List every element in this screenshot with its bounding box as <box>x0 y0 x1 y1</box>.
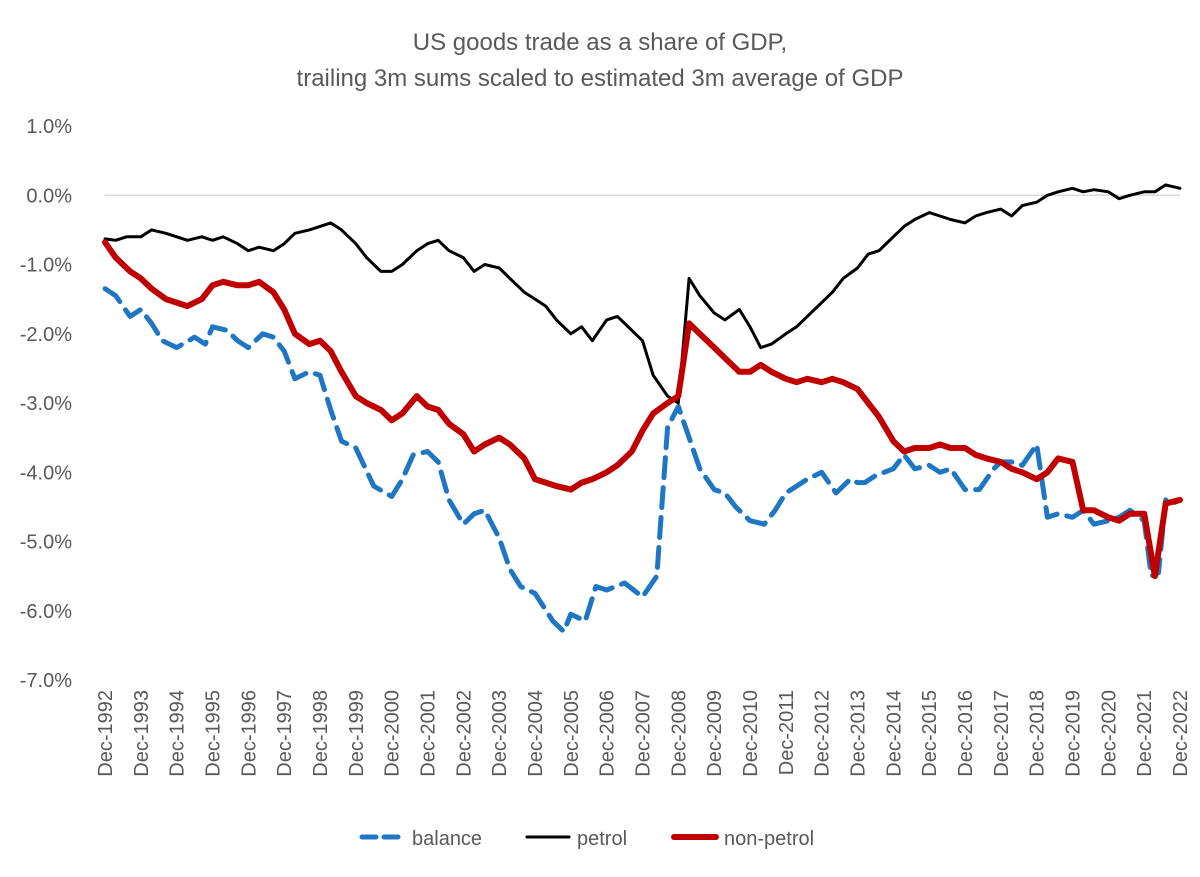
series-lines <box>102 183 1183 634</box>
x-tick-label: Dec-1994 <box>167 690 189 777</box>
legend-label-non-petrol: non-petrol <box>724 828 814 850</box>
x-tick-label: Dec-2001 <box>418 690 440 777</box>
y-tick-label: -2.0% <box>20 324 72 346</box>
chart-title-line-2: trailing 3m sums scaled to estimated 3m … <box>297 65 904 92</box>
y-tick-label: 0.0% <box>26 185 72 207</box>
x-tick-label: Dec-2019 <box>1063 690 1085 777</box>
x-tick-label: Dec-2011 <box>776 690 798 775</box>
x-tick-label: Dec-2013 <box>848 690 870 777</box>
legend: balance petrol non-petrol <box>359 828 814 850</box>
x-tick-label: Dec-2020 <box>1098 690 1120 777</box>
series-line-balance <box>102 286 1183 634</box>
x-tick-label: Dec-2021 <box>1134 690 1156 777</box>
chart-title-line-1: US goods trade as a share of GDP, <box>413 29 787 56</box>
y-tick-label: -7.0% <box>20 670 72 692</box>
legend-label-balance: balance <box>412 828 482 850</box>
x-tick-label: Dec-2007 <box>633 690 655 777</box>
x-tick-label: Dec-2014 <box>883 690 905 777</box>
x-tick-label: Dec-1993 <box>131 690 153 777</box>
legend-label-petrol: petrol <box>577 828 627 850</box>
x-tick-label: Dec-2006 <box>597 690 619 777</box>
x-tick-label: Dec-2022 <box>1170 690 1192 777</box>
x-tick-label: Dec-2000 <box>382 690 404 777</box>
x-tick-label: Dec-1998 <box>310 690 332 777</box>
y-tick-label: -5.0% <box>20 532 72 554</box>
x-tick-label: Dec-2015 <box>919 690 941 777</box>
x-tick-label: Dec-2004 <box>525 690 547 777</box>
series-line-petrol <box>103 183 1182 405</box>
y-tick-label: 1.0% <box>26 116 72 138</box>
x-axis-tick-labels: Dec-1992 Dec-1993 Dec-1994 Dec-1995 Dec-1996… <box>95 690 1192 777</box>
y-axis-tick-labels: 1.0% 0.0% -1.0% -2.0% -3.0% -4.0% -5.0% -6.0% -7… <box>20 116 72 692</box>
y-tick-label: -6.0% <box>20 601 72 623</box>
x-tick-label: Dec-2017 <box>991 690 1013 777</box>
y-tick-label: -3.0% <box>20 393 72 415</box>
series-line-non-petrol <box>102 239 1183 580</box>
x-tick-label: Dec-2016 <box>955 690 977 777</box>
x-tick-label: Dec-1995 <box>203 690 225 777</box>
x-tick-label: Dec-1992 <box>95 690 117 777</box>
x-tick-label: Dec-2003 <box>489 690 511 777</box>
y-tick-label: -4.0% <box>20 462 72 484</box>
x-tick-label: Dec-2010 <box>740 690 762 777</box>
x-tick-label: Dec-2002 <box>453 690 475 777</box>
x-tick-label: Dec-2009 <box>704 690 726 777</box>
x-tick-label: Dec-2018 <box>1027 690 1049 777</box>
x-tick-label: Dec-1999 <box>346 690 368 777</box>
x-tick-label: Dec-2005 <box>561 690 583 777</box>
y-tick-label: -1.0% <box>20 255 72 277</box>
x-tick-label: Dec-1997 <box>274 690 296 777</box>
x-tick-label: Dec-2008 <box>668 690 690 777</box>
x-tick-label: Dec-1996 <box>238 690 260 777</box>
x-tick-label: Dec-2012 <box>812 690 834 777</box>
